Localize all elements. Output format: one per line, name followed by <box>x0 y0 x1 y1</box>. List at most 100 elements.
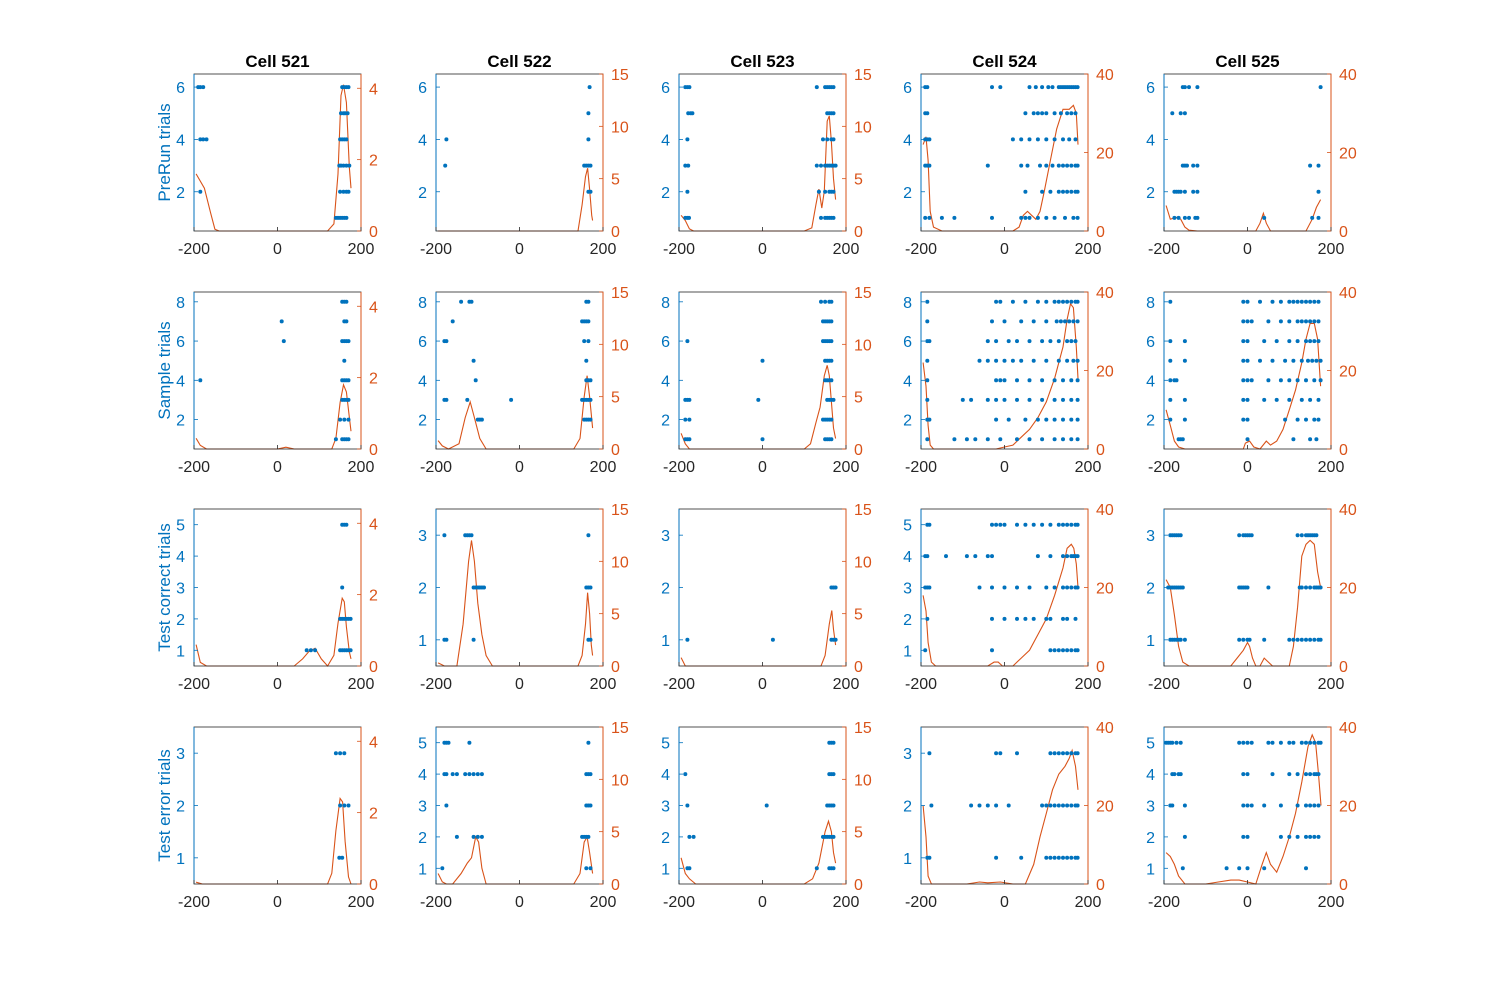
spike-point <box>985 803 990 808</box>
x-tick-label: 0 <box>273 241 282 258</box>
spike-point <box>990 585 994 590</box>
axes-box <box>435 73 604 232</box>
rate-tick-label: 10 <box>854 119 872 136</box>
spike-point <box>338 417 343 422</box>
spike-point <box>1048 803 1053 808</box>
y-tick-label: 4 <box>661 132 670 149</box>
rate-tick-label: 20 <box>1096 581 1114 598</box>
x-tick-label: -200 <box>1148 894 1180 911</box>
spike-point <box>1065 189 1070 194</box>
x-tick-label: -200 <box>420 676 452 693</box>
spike-point <box>1052 378 1057 383</box>
spike-point <box>1075 319 1080 324</box>
spike-point <box>823 189 828 194</box>
spike-point <box>1063 215 1067 220</box>
x-tick-label: -200 <box>420 894 452 911</box>
x-tick-label: -200 <box>178 459 210 476</box>
spike-point <box>1031 111 1036 116</box>
row-ylabel: PreRun trials <box>155 103 174 201</box>
spike-point <box>1318 637 1323 642</box>
spike-point <box>685 137 690 142</box>
spike-point <box>964 554 969 559</box>
spike-point <box>1061 437 1065 442</box>
rate-tick-label: 4 <box>369 299 378 316</box>
rate-tick-label: 5 <box>854 172 863 189</box>
spike-point <box>994 378 999 383</box>
rate-tick-label: 0 <box>369 659 378 676</box>
spike-point <box>479 834 484 839</box>
rate-tick-label: 0 <box>611 224 620 241</box>
spike-point <box>1241 319 1246 324</box>
spike-point <box>1182 215 1187 220</box>
spike-point <box>1237 866 1242 871</box>
y-tick-label: 4 <box>418 132 427 149</box>
spike-point <box>927 585 932 590</box>
spike-point <box>821 137 825 142</box>
spike-point <box>1069 397 1074 402</box>
spike-point <box>1056 189 1061 194</box>
spike-point <box>586 740 591 745</box>
spike-point <box>683 772 688 777</box>
spike-point <box>1052 585 1057 590</box>
rate-tick-label: 0 <box>369 224 378 241</box>
spike-point <box>1063 319 1067 324</box>
spike-point <box>1040 378 1045 383</box>
x-tick-label: 0 <box>758 241 767 258</box>
spike-point <box>1056 803 1061 808</box>
spike-point <box>463 772 468 777</box>
spike-point <box>1287 299 1292 304</box>
spike-point <box>998 85 1003 90</box>
spike-point <box>1075 585 1080 590</box>
x-tick-label: -200 <box>420 241 452 258</box>
spike-point <box>1308 585 1313 590</box>
spike-point <box>1195 215 1200 220</box>
axes-box <box>1163 291 1332 450</box>
spike-point <box>340 585 345 590</box>
y-tick-label: 1 <box>661 633 670 650</box>
spike-point <box>1052 111 1057 116</box>
spike-point <box>1304 378 1308 383</box>
spike-point <box>831 740 836 745</box>
spike-point <box>1258 358 1262 363</box>
spike-point <box>1061 585 1065 590</box>
spike-point <box>1075 299 1080 304</box>
spike-point <box>1287 740 1292 745</box>
spike-point <box>1065 585 1070 590</box>
spike-point <box>998 522 1003 527</box>
spike-point <box>1287 397 1292 402</box>
spike-point <box>977 585 982 590</box>
x-tick-label: 200 <box>833 894 860 911</box>
spike-point <box>1182 111 1187 116</box>
spike-point <box>1270 299 1275 304</box>
y-tick-label: 4 <box>903 373 912 390</box>
spike-point <box>586 339 591 344</box>
spike-point <box>584 866 589 871</box>
spike-point <box>1038 163 1042 168</box>
x-tick-label: 0 <box>1000 241 1009 258</box>
spike-point <box>1318 585 1323 590</box>
spike-point <box>925 397 930 402</box>
spike-point <box>1023 417 1028 422</box>
y-tick-label: 3 <box>418 799 427 816</box>
spike-point <box>1241 803 1246 808</box>
spike-point <box>925 319 930 324</box>
y-tick-label: 4 <box>1146 767 1155 784</box>
spike-point <box>1178 772 1183 777</box>
spike-point <box>1065 803 1070 808</box>
spike-point <box>994 855 999 860</box>
spike-point <box>446 740 451 745</box>
spike-point <box>1069 378 1074 383</box>
spike-point <box>1249 319 1254 324</box>
spike-point <box>1168 378 1173 383</box>
spike-point <box>1168 417 1173 422</box>
spike-point <box>1061 189 1065 194</box>
spike-point <box>340 855 345 860</box>
rate-tick-label: 4 <box>369 734 378 751</box>
spike-point <box>1061 378 1065 383</box>
spike-point <box>509 397 514 402</box>
spike-point <box>344 137 349 142</box>
spike-point <box>831 397 836 402</box>
spike-point <box>994 417 999 422</box>
